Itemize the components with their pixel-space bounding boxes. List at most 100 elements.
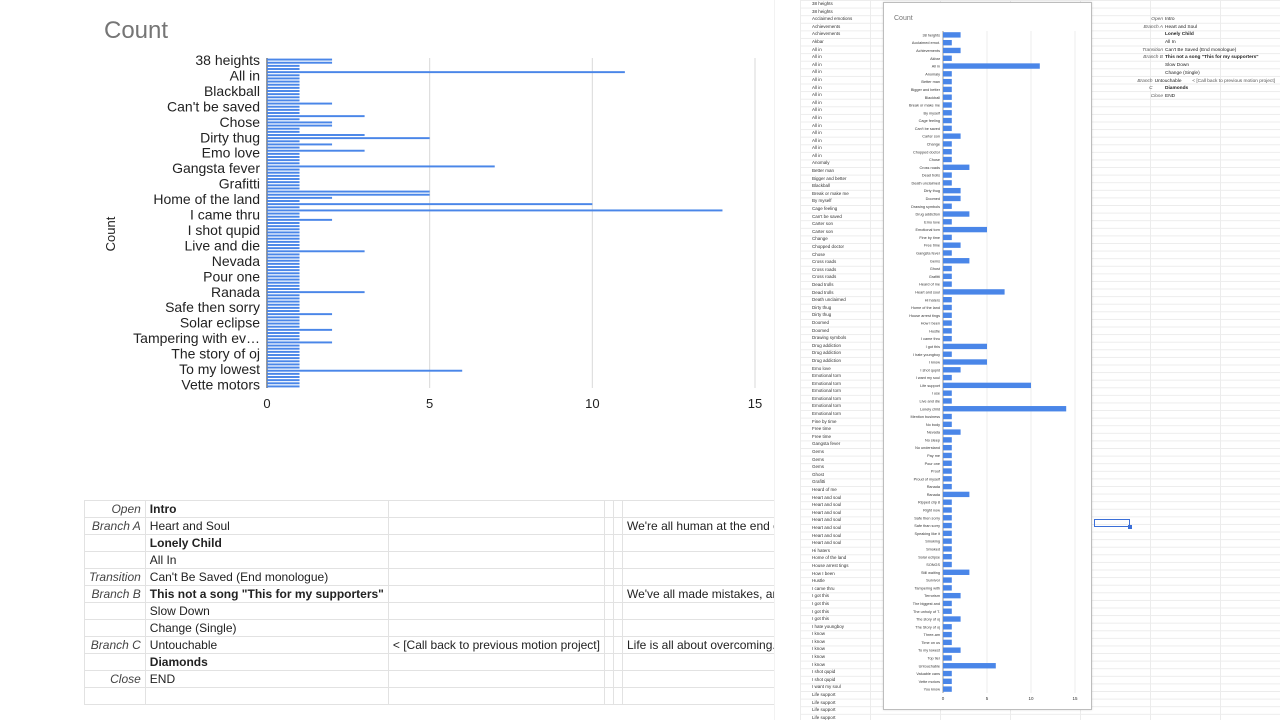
bar[interactable] — [267, 156, 300, 158]
column-cell[interactable]: Life support — [812, 707, 836, 713]
mini-row-song[interactable]: Heart and Soul — [1165, 24, 1197, 30]
column-cell[interactable]: Cage feeling — [812, 206, 838, 212]
selected-cell[interactable] — [1094, 519, 1132, 529]
embedded-bar[interactable] — [943, 265, 952, 272]
bar[interactable] — [267, 215, 300, 218]
embedded-bar[interactable] — [943, 538, 952, 544]
empty-cell[interactable] — [603, 670, 614, 688]
bar[interactable] — [267, 338, 300, 341]
embedded-bar[interactable] — [943, 647, 961, 653]
embedded-bar[interactable] — [943, 655, 952, 661]
column-cell[interactable]: Heard of me — [812, 487, 837, 492]
column-cell[interactable]: Emo love — [812, 365, 831, 371]
callback-cell[interactable] — [387, 602, 605, 620]
bar[interactable] — [267, 262, 300, 265]
bar[interactable] — [267, 108, 300, 111]
column-cell[interactable]: I know — [812, 646, 826, 652]
bar[interactable] — [267, 196, 333, 199]
bar[interactable] — [267, 127, 300, 130]
column-cell[interactable]: Can't be saved — [812, 213, 842, 219]
empty-cell[interactable] — [612, 534, 623, 552]
bar[interactable] — [267, 385, 300, 388]
bar[interactable] — [267, 74, 300, 77]
bar[interactable] — [267, 121, 333, 124]
column-cell[interactable]: Life support — [812, 692, 836, 698]
embedded-bar[interactable] — [943, 211, 970, 217]
column-cell[interactable]: How I been — [812, 570, 835, 576]
column-cell[interactable]: Emotional torn — [812, 411, 842, 417]
column-cell[interactable]: All in — [812, 130, 822, 136]
bar[interactable] — [267, 231, 300, 234]
column-cell[interactable]: Doomed — [812, 327, 830, 333]
bar[interactable] — [267, 278, 300, 281]
embedded-bar[interactable] — [943, 374, 952, 381]
column-cell[interactable]: All in — [812, 99, 822, 105]
column-cell[interactable]: Drug addiction — [812, 350, 842, 356]
embedded-bar[interactable] — [943, 335, 952, 342]
bar[interactable] — [267, 328, 333, 331]
embedded-bar[interactable] — [943, 616, 961, 622]
column-cell[interactable]: 38 heights — [812, 1, 833, 6]
column-cell[interactable]: All in — [812, 92, 822, 98]
column-cell[interactable]: Gems — [812, 456, 825, 462]
embedded-bar[interactable] — [943, 149, 952, 155]
embedded-bar[interactable] — [943, 452, 952, 459]
row-section-label[interactable]: Branch B — [84, 585, 146, 603]
empty-cell[interactable] — [612, 619, 623, 637]
bar[interactable] — [267, 159, 300, 162]
bar[interactable] — [267, 350, 300, 353]
column-cell[interactable]: I know — [812, 654, 826, 660]
embedded-bar[interactable] — [943, 219, 952, 225]
column-cell[interactable]: Hi haters — [812, 547, 831, 553]
bar[interactable] — [267, 203, 593, 206]
embedded-bar[interactable] — [943, 592, 961, 599]
embedded-bar[interactable] — [943, 429, 961, 435]
column-cell[interactable]: By myself — [812, 198, 832, 204]
bar[interactable] — [267, 316, 300, 319]
column-cell[interactable]: All in — [812, 145, 822, 151]
bar[interactable] — [267, 363, 300, 366]
bar[interactable] — [267, 376, 300, 378]
mini-row-song[interactable]: Change (Single) — [1165, 70, 1200, 76]
column-cell[interactable]: Acclaimed emotions — [812, 16, 853, 22]
embedded-bar[interactable] — [943, 577, 952, 583]
column-cell[interactable]: Doomed — [812, 319, 830, 325]
column-cell[interactable]: Heart and soul — [812, 532, 842, 538]
bar[interactable] — [267, 269, 300, 272]
embedded-bar[interactable] — [943, 156, 952, 163]
bar[interactable] — [267, 171, 300, 174]
empty-cell[interactable] — [612, 500, 623, 518]
empty-cell[interactable] — [612, 687, 623, 705]
callback-cell[interactable] — [387, 568, 605, 586]
embedded-bar[interactable] — [943, 234, 952, 241]
column-cell[interactable]: House arrest tings — [812, 562, 849, 568]
column-cell[interactable]: I shot qupid — [812, 676, 836, 682]
column-cell[interactable]: I know — [812, 661, 826, 667]
column-cell[interactable]: I shot qupid — [812, 669, 836, 675]
bar[interactable] — [267, 250, 365, 253]
theme-note-cell[interactable] — [621, 619, 774, 637]
column-cell[interactable]: Cross roads — [812, 259, 837, 265]
mini-row-song[interactable]: All In — [1165, 40, 1176, 46]
column-cell[interactable]: Life support — [812, 714, 836, 720]
column-cell[interactable]: Ghost — [812, 471, 825, 477]
embedded-bar[interactable] — [943, 47, 961, 54]
song-cell[interactable]: Heart and Soul — [144, 517, 389, 535]
embedded-chart-frame[interactable]: Count 38 heights Acclaimed emot. Achieveme… — [883, 2, 1092, 710]
column-cell[interactable]: Blackball — [812, 183, 831, 189]
embedded-bar[interactable] — [943, 585, 952, 591]
mini-row-song[interactable]: This not a song "This for my supporters" — [1165, 55, 1259, 61]
spreadsheet-grid[interactable]: Open Intro Branch A Heart and Soul We're all… — [84, 500, 774, 720]
bar[interactable] — [267, 115, 365, 118]
embedded-bar[interactable] — [943, 187, 961, 194]
bar[interactable] — [267, 332, 300, 334]
embedded-bar[interactable] — [943, 281, 952, 287]
bar[interactable] — [267, 134, 365, 136]
bar[interactable] — [267, 187, 300, 190]
song-cell[interactable] — [144, 687, 389, 705]
mini-row-song[interactable]: Untouchable — [1154, 78, 1182, 84]
column-cell[interactable]: Achievements — [812, 31, 841, 37]
bar[interactable] — [267, 259, 300, 262]
song-cell[interactable]: All In — [144, 551, 389, 569]
bar[interactable] — [267, 58, 333, 61]
